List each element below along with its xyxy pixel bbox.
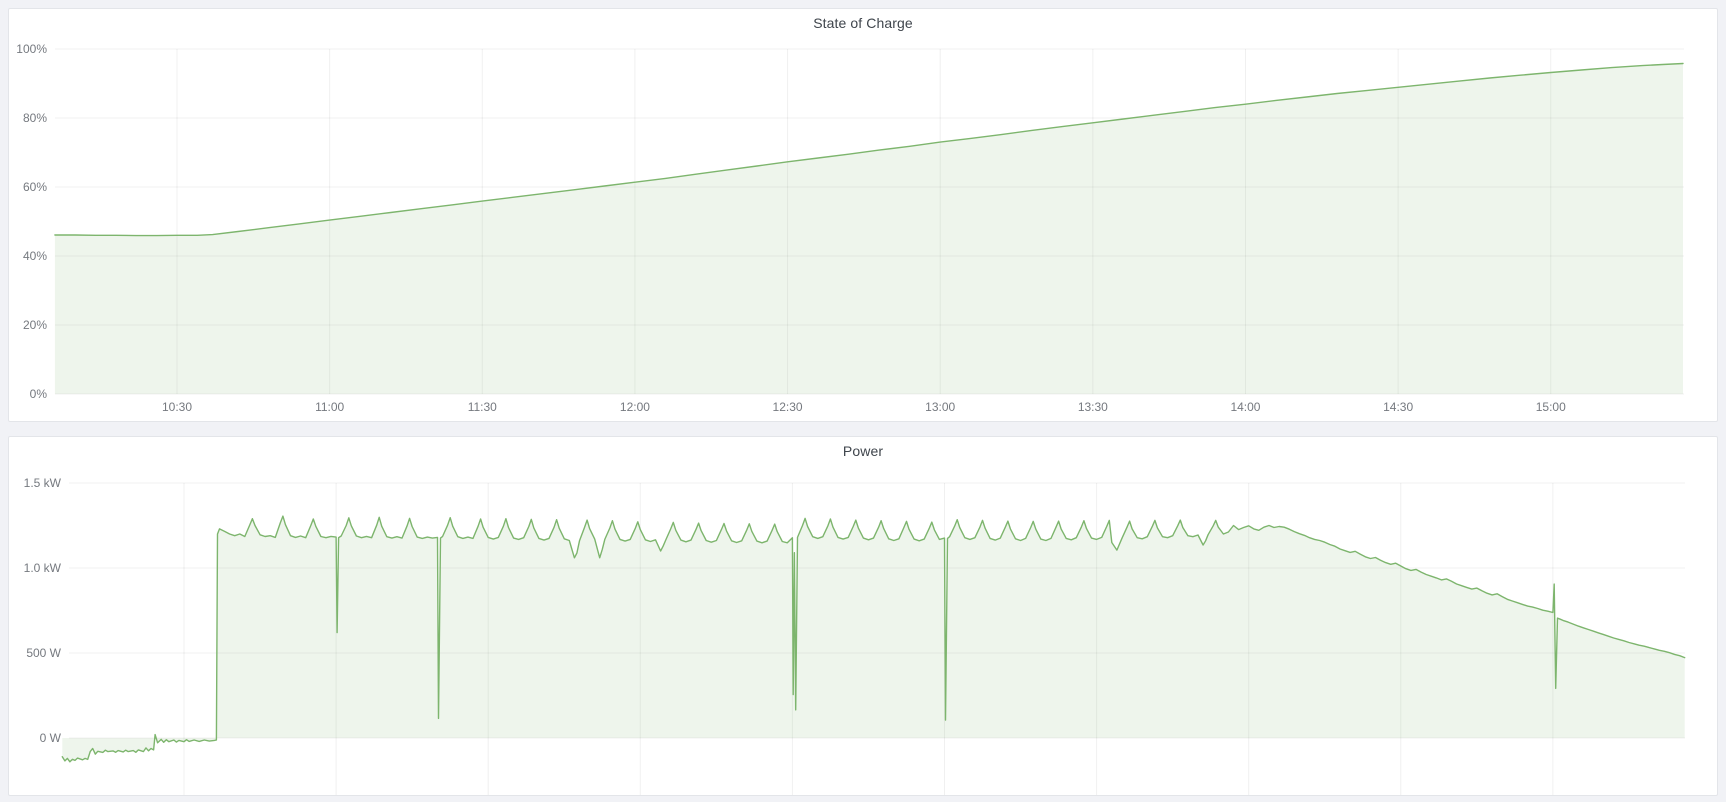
panel-title-power[interactable]: Power <box>842 443 884 459</box>
y-axis-tick-label: 80% <box>23 111 47 125</box>
x-axis-tick-label: 15:00 <box>1536 400 1566 414</box>
y-axis-tick-label: 0% <box>30 387 48 401</box>
panel-power: Power 0 W 500 W 1.0 kW 1.5 kW <box>8 436 1718 796</box>
y-axis-tick-label: 0 W <box>40 731 62 745</box>
x-axis-tick-label: 13:00 <box>925 400 955 414</box>
x-axis-tick-label: 14:30 <box>1383 400 1413 414</box>
x-axis-tick-label: 14:00 <box>1230 400 1260 414</box>
state-of-charge-chart[interactable]: 0% 20% 40% 60% 80% 100% 10:30 11:00 11:30 12:00 12… <box>9 9 1717 421</box>
x-axis-tick-label: 12:00 <box>620 400 650 414</box>
y-axis-tick-label: 20% <box>23 318 47 332</box>
x-axis-tick-label: 12:30 <box>773 400 803 414</box>
x-axis-tick-label: 11:30 <box>468 400 497 414</box>
series-area-fill <box>54 63 1683 394</box>
y-axis-tick-label: 60% <box>23 180 47 194</box>
y-axis-tick-label: 1.0 kW <box>24 561 62 575</box>
y-axis-tick-label: 100% <box>16 42 47 56</box>
power-chart[interactable]: 0 W 500 W 1.0 kW 1.5 kW <box>9 437 1717 795</box>
y-axis-tick-label: 500 W <box>26 646 61 660</box>
panel-state-of-charge: State of Charge 0% 20% 40% 60% 80% 100% 10:30 1… <box>8 8 1718 422</box>
panel-title-state-of-charge[interactable]: State of Charge <box>813 15 913 31</box>
series-line <box>54 62 1684 237</box>
series-area-fill <box>62 516 1685 762</box>
x-axis-tick-label: 10:30 <box>162 400 192 414</box>
x-axis-tick-label: 11:00 <box>315 400 344 414</box>
y-axis-tick-label: 40% <box>23 249 47 263</box>
y-axis-tick-label: 1.5 kW <box>24 476 62 490</box>
x-axis-tick-label: 13:30 <box>1078 400 1108 414</box>
series-line <box>61 515 1686 763</box>
